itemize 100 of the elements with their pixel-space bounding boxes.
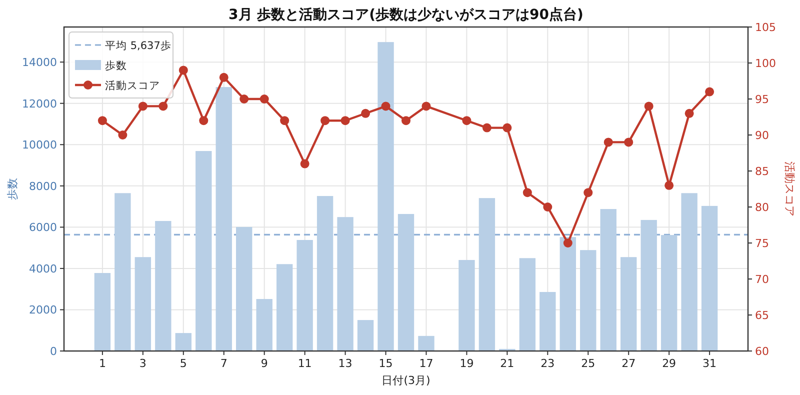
x-tick-label: 13: [338, 357, 352, 370]
x-tick-label: 11: [298, 357, 312, 370]
bar: [519, 258, 536, 351]
bar: [94, 272, 111, 351]
y2-tick-label: 90: [755, 129, 769, 142]
x-tick-label: 23: [540, 357, 555, 370]
bar: [660, 235, 678, 351]
chart-title: 3月 歩数と活動スコア(歩数は少ないがスコアは90点台): [228, 7, 584, 23]
y-tick-label: 2000: [29, 304, 57, 317]
bar: [357, 320, 374, 351]
x-tick-label: 31: [702, 357, 717, 370]
y-tick-label: 10000: [22, 138, 57, 152]
bar: [337, 217, 354, 351]
bar: [296, 240, 313, 351]
y-tick-label: 14000: [22, 56, 57, 70]
bar: [175, 333, 192, 351]
x-tick-label: 9: [260, 357, 268, 370]
x-tick-label: 19: [460, 357, 474, 370]
point: [361, 108, 370, 118]
point: [684, 108, 694, 118]
bar: [155, 220, 172, 351]
point: [422, 102, 431, 111]
point: [300, 159, 310, 168]
point: [98, 116, 107, 126]
bar: [600, 209, 616, 351]
y2-tick-label: 85: [755, 165, 769, 178]
point: [624, 138, 634, 147]
legend-label: 歩数: [105, 59, 127, 72]
point: [118, 130, 128, 140]
bar: [196, 151, 212, 351]
point: [462, 116, 472, 126]
point: [219, 72, 228, 82]
point: [280, 116, 290, 126]
y-tick-label: 0: [50, 345, 57, 358]
bar: [134, 257, 152, 351]
x-tick-label: 27: [622, 357, 636, 370]
y-tick-label: 8000: [29, 180, 57, 193]
point: [502, 123, 512, 132]
point: [482, 123, 492, 132]
point: [644, 102, 654, 111]
legend-label: 活動スコア: [105, 80, 160, 92]
point: [240, 94, 249, 104]
legend-label: 平均 5,637歩: [105, 39, 172, 52]
x-tick-label: 7: [220, 357, 228, 370]
bar: [478, 198, 496, 351]
x-tick-label: 3: [139, 357, 146, 370]
y2-tick-label: 100: [755, 57, 776, 70]
x-tick-label: 21: [500, 357, 514, 370]
y-axis-title: 歩数: [6, 178, 19, 200]
x-tick-label: 29: [662, 357, 676, 370]
x-tick-label: 15: [378, 357, 393, 370]
y-tick-label: 4000: [29, 262, 57, 276]
point: [604, 138, 613, 147]
point: [260, 94, 269, 104]
point: [158, 102, 168, 111]
bar: [640, 220, 657, 351]
x-axis-title: 日付(3月): [382, 374, 430, 387]
y2-axis-title: 活動スコア: [783, 162, 796, 216]
point: [664, 180, 674, 190]
x-tick-label: 1: [98, 357, 106, 370]
y2-tick-label: 75: [755, 237, 769, 250]
bar: [620, 257, 637, 351]
bar: [114, 193, 131, 351]
y2-tick-label: 65: [755, 309, 769, 322]
bar: [580, 250, 596, 351]
bar: [398, 214, 414, 351]
point: [522, 188, 532, 198]
point: [584, 188, 593, 198]
bar: [236, 226, 252, 351]
y2-tick-label: 60: [755, 345, 769, 358]
y2-tick-label: 105: [755, 21, 776, 34]
point: [381, 102, 390, 111]
bar: [316, 196, 334, 351]
bar: [378, 42, 394, 351]
point: [340, 116, 350, 126]
y2-tick-label: 70: [755, 273, 769, 286]
bar: [540, 292, 556, 351]
point: [705, 87, 714, 96]
x-tick-label: 5: [180, 357, 187, 370]
y-tick-label: 12000: [22, 97, 57, 110]
bar: [418, 336, 434, 351]
point: [178, 66, 188, 75]
bar: [560, 237, 576, 351]
bar: [458, 260, 475, 351]
x-tick-label: 17: [419, 357, 434, 370]
bar: [276, 264, 293, 351]
bar: [701, 206, 718, 351]
point: [320, 116, 330, 126]
point: [402, 116, 410, 126]
bar: [256, 298, 272, 351]
point: [563, 238, 572, 248]
bar: [681, 193, 698, 351]
x-tick-label: 25: [581, 357, 596, 370]
point: [138, 102, 148, 111]
point: [199, 116, 208, 126]
y2-tick-label: 95: [755, 93, 769, 106]
bar: [216, 87, 232, 351]
y-tick-label: 6000: [29, 221, 57, 234]
y2-tick-label: 80: [755, 201, 769, 214]
point: [543, 202, 552, 212]
